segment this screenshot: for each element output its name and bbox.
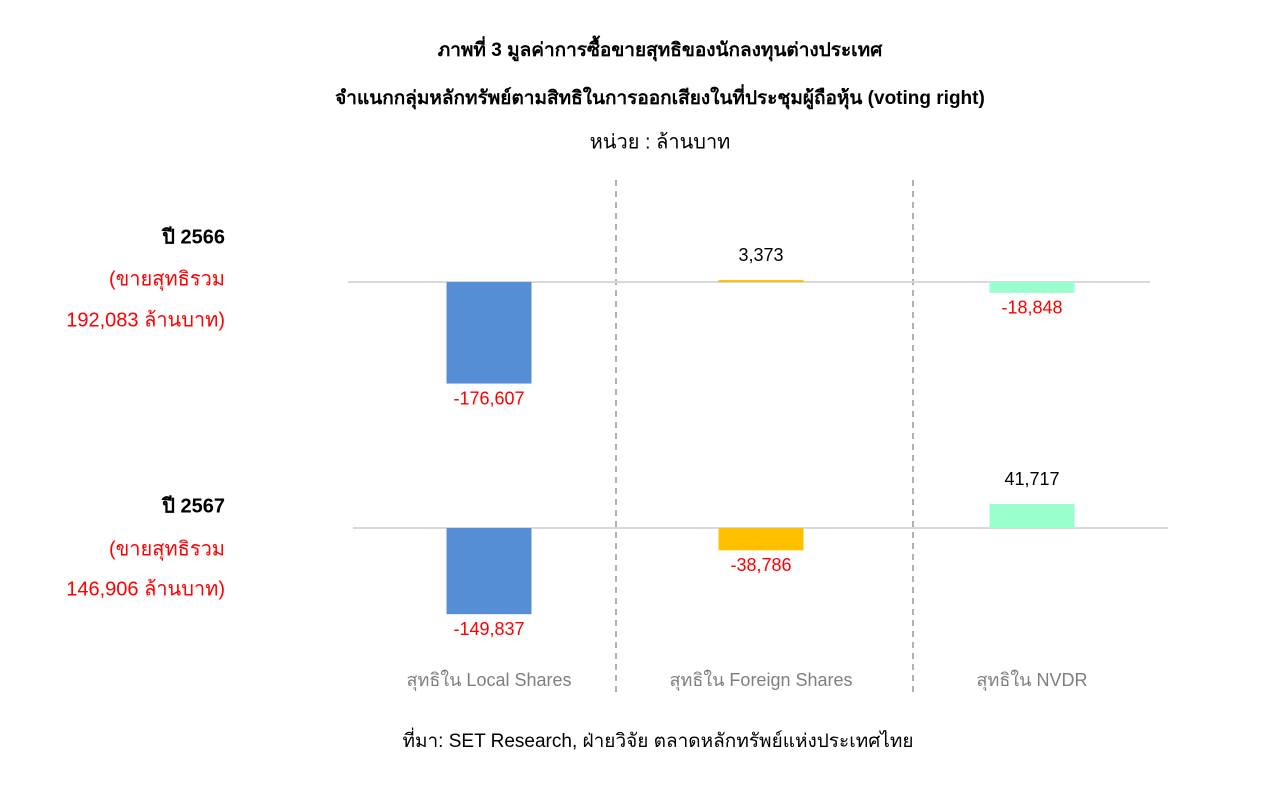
bar [718, 280, 804, 282]
row-label: ปี 2567 [161, 494, 225, 517]
bar [989, 504, 1075, 528]
row-label: ปี 2566 [161, 225, 225, 248]
value-label: -176,607 [453, 388, 524, 408]
row-note: (ขายสุทธิรวม [109, 268, 225, 291]
chart-title: ภาพที่ 3 มูลค่าการซื้อขายสุทธิของนักลงทุ… [438, 35, 883, 62]
row-note: (ขายสุทธิรวม [109, 538, 225, 561]
x-tick-label: สุทธิใน Local Shares [407, 669, 572, 691]
bar [446, 282, 532, 384]
x-tick-label: สุทธิใน NVDR [977, 669, 1088, 691]
bar [446, 528, 532, 615]
row-note: 146,906 ล้านบาท) [66, 578, 225, 600]
source: ที่มา: SET Research, ฝ่ายวิจัย ตลาดหลักท… [402, 727, 913, 752]
chart-subtitle: จำแนกกลุ่มหลักทรัพย์ตามสิทธิในการออกเสีย… [335, 84, 985, 110]
unit-label: หน่วย : ล้านบาท [590, 131, 731, 153]
value-label: 41,717 [1004, 469, 1059, 489]
value-label: -38,786 [730, 555, 791, 575]
value-label: -18,848 [1001, 298, 1062, 318]
x-tick-label: สุทธิใน Foreign Shares [670, 669, 853, 691]
value-label: 3,373 [738, 245, 783, 265]
bar [989, 282, 1075, 293]
row-note: 192,083 ล้านบาท) [66, 309, 225, 331]
value-label: -149,837 [453, 619, 524, 639]
bar [718, 528, 804, 551]
